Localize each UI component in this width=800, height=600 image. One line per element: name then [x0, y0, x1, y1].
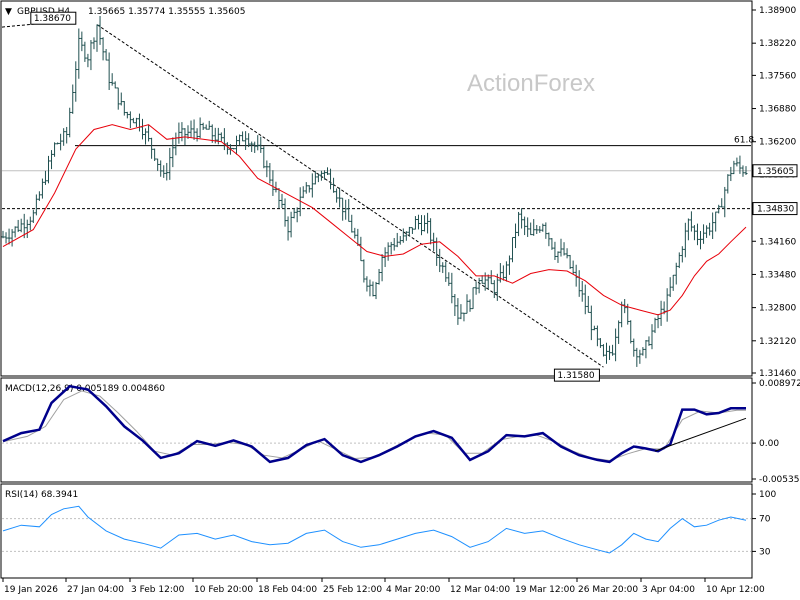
main-reference-lines: 61.8 [2, 136, 754, 210]
price-annotation-box [553, 368, 600, 382]
level-label: 61.8 [734, 136, 754, 146]
macd-y-axis: 0.008972 0.00 -0.005356 [752, 379, 800, 485]
y-tick-label: 1.36880 [759, 105, 796, 115]
rsi-y-tick-label: 30 [759, 547, 771, 557]
x-tick-label: 18 Feb 04:00 [258, 585, 317, 595]
macd-trendline [654, 417, 747, 452]
y-tick-label: 1.38220 [759, 39, 796, 49]
macd-y-tick-label: -0.005356 [759, 475, 800, 485]
rsi-line [2, 505, 747, 554]
y-tick-label: 1.34160 [759, 237, 796, 247]
price-annotation-box [30, 11, 77, 25]
macd-y-tick-label: 0.008972 [759, 379, 800, 389]
y-tick-label: 1.37560 [759, 71, 796, 81]
axis-price-label: 1.35605 [757, 167, 794, 177]
x-tick-label: 26 Mar 20:00 [578, 585, 638, 595]
x-tick-label: 10 Feb 20:00 [194, 585, 253, 595]
rsi-title: RSI(14) 68.3941 [5, 490, 78, 500]
ohlc-values: 1.35665 1.35774 1.35555 1.35605 [88, 7, 245, 17]
rsi-series [2, 505, 751, 554]
y-tick-label: 1.33480 [759, 270, 796, 280]
axis-price-box [752, 202, 798, 216]
collapse-triangle-icon[interactable]: ▼ [5, 7, 12, 17]
watermark: ActionForex [467, 70, 595, 97]
x-tick-label: 12 Mar 04:00 [450, 585, 510, 595]
x-tick-label: 19 Mar 12:00 [515, 585, 575, 595]
price-annotation-label: 1.31580 [557, 371, 594, 381]
main-panel-frame [0, 0, 753, 377]
x-tick-label: 27 Jan 04:00 [67, 585, 124, 595]
x-tick-label: 19 Jan 2026 [4, 585, 58, 595]
macd-panel-frame [0, 377, 753, 483]
y-tick-label: 1.32800 [759, 304, 796, 314]
x-tick-label: 25 Feb 12:00 [323, 585, 382, 595]
x-axis: 19 Jan 2026 27 Jan 04:00 3 Feb 12:00 10 Feb… [2, 578, 765, 595]
macd-series [2, 384, 751, 464]
macd-main-line [2, 384, 746, 464]
moving-average-line [2, 124, 747, 316]
x-tick-label: 4 Mar 20:00 [386, 585, 441, 595]
price-annotations: 1.38670 1.31580 [30, 11, 600, 382]
x-tick-label: 3 Apr 04:00 [642, 585, 695, 595]
rsi-panel-frame [0, 483, 753, 579]
price-annotation-label: 1.38670 [34, 14, 71, 24]
axis-price-box [752, 164, 798, 178]
y-tick-label: 1.32120 [759, 337, 796, 347]
trendline-descending [96, 24, 604, 368]
x-tick-label: 10 Apr 12:00 [706, 585, 765, 595]
price-bars [1, 15, 748, 367]
y-tick-label: 1.38900 [759, 6, 796, 16]
rsi-y-tick-label: 70 [759, 515, 771, 525]
macd-y-tick-label: 0.00 [759, 439, 779, 449]
main-y-axis: 1.389001.382201.375601.368801.362001.355… [752, 6, 798, 379]
axis-price-label: 1.34830 [757, 205, 794, 215]
x-tick-label: 3 Feb 12:00 [131, 585, 185, 595]
y-tick-label: 1.36200 [759, 138, 796, 148]
ma-line [2, 124, 747, 316]
rsi-y-axis: 100 70 30 [752, 490, 776, 557]
y-tick-label: 1.31460 [759, 369, 796, 379]
rsi-y-tick-label: 100 [759, 490, 776, 500]
